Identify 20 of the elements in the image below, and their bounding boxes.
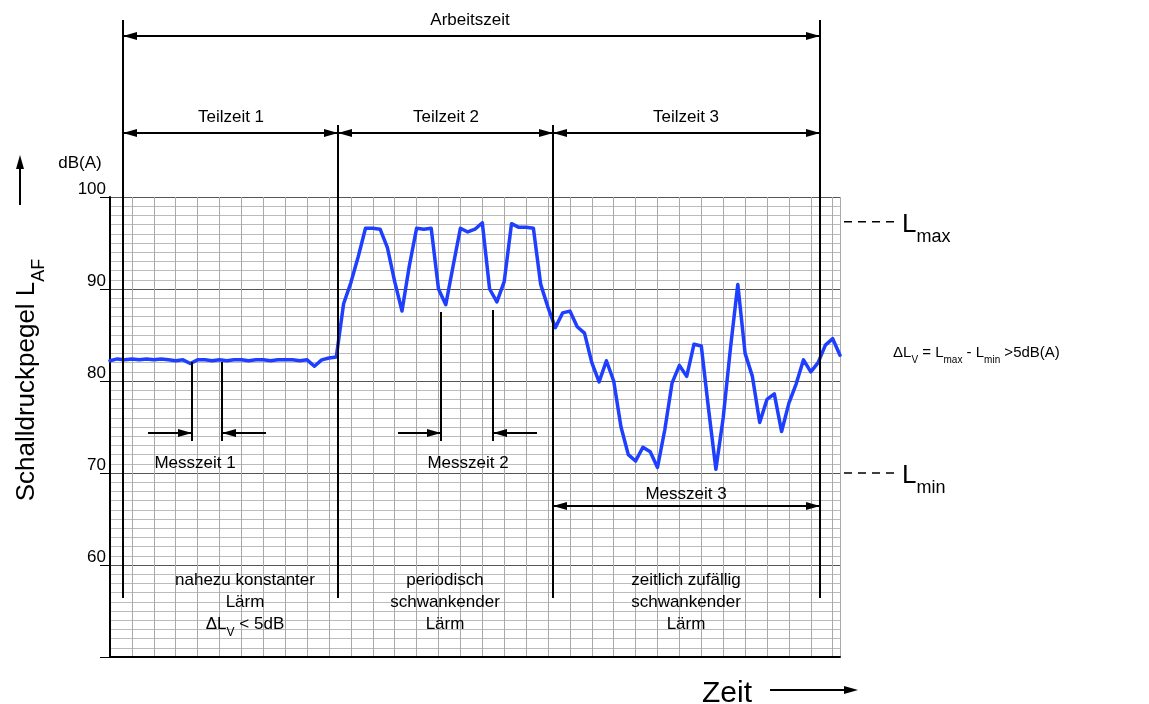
x-axis-title: Zeit bbox=[701, 675, 753, 704]
annotation: Messzeit 2 bbox=[427, 453, 509, 472]
annotation: zeitlich zufällig schwankender Lärm bbox=[631, 570, 742, 634]
y-tick-label: 90 bbox=[87, 271, 106, 290]
y-tick-label: 80 bbox=[87, 363, 106, 382]
annotation: periodisch schwankender Lärm bbox=[390, 570, 501, 634]
ref-line-label: L$_{min}$ bbox=[902, 459, 946, 497]
text: ΔL$_{V}$ = L$_{max}$ - L$_{min}$ >5dB(A) bbox=[893, 343, 1060, 365]
text: Arbeitszeit bbox=[430, 10, 510, 29]
text: Teilzeit 1 bbox=[197, 107, 265, 126]
text: Teilzeit 3 bbox=[652, 107, 720, 126]
y-tick-label: 60 bbox=[87, 547, 106, 566]
text: dB(A) bbox=[58, 153, 102, 172]
annotation: Messzeit 3 bbox=[645, 484, 727, 503]
y-tick-label: 70 bbox=[87, 455, 106, 474]
ref-line-label: L$_{max}$ bbox=[902, 207, 951, 246]
text: Teilzeit 2 bbox=[412, 107, 480, 126]
annotation: Messzeit 1 bbox=[154, 453, 236, 472]
y-tick-label: 100 bbox=[77, 179, 106, 198]
annotation: nahezu konstanter Lärm ΔL$_{V}$ < 5dB bbox=[175, 570, 316, 640]
